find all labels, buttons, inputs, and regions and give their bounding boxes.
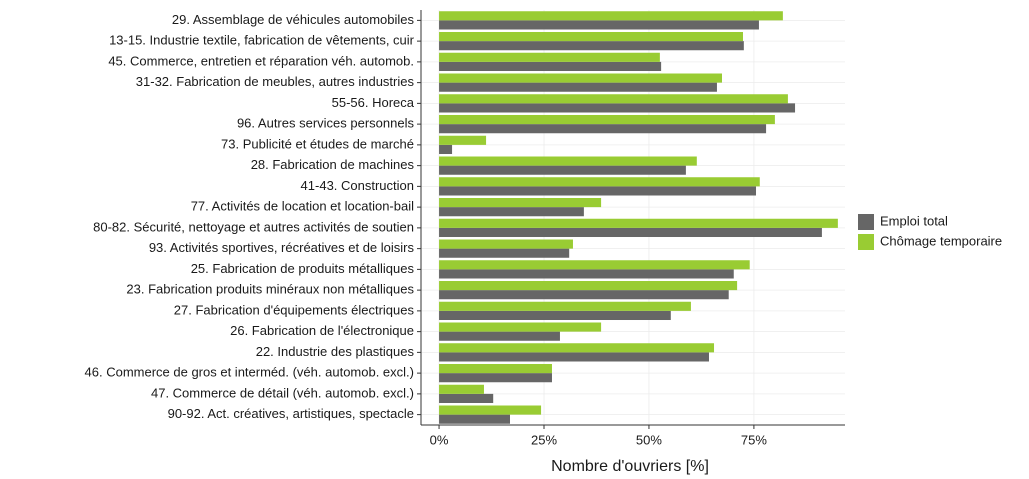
bar — [439, 11, 783, 21]
bar — [439, 310, 671, 321]
bar — [439, 94, 788, 104]
bar — [439, 73, 722, 83]
bar — [439, 363, 552, 374]
bar — [439, 260, 750, 270]
y-tick-label: 22. Industrie des plastiques — [256, 344, 415, 359]
bar — [439, 135, 487, 145]
bar — [439, 156, 697, 166]
x-tick-label: 25% — [531, 432, 557, 447]
y-tick-label: 47. Commerce de détail (véh. automob. ex… — [151, 385, 414, 400]
y-tick-label: 28. Fabrication de machines — [251, 157, 415, 172]
y-tick-label: 41-43. Construction — [301, 178, 414, 193]
bar — [439, 239, 573, 249]
y-tick-label: 31-32. Fabrication de meubles, autres in… — [136, 74, 415, 89]
y-tick-label: 29. Assemblage de véhicules automobiles — [172, 12, 415, 27]
bar — [439, 280, 738, 291]
y-tick-label: 96. Autres services personnels — [237, 116, 415, 131]
bar — [439, 61, 662, 72]
y-tick-label: 93. Activités sportives, récréatives et … — [149, 240, 415, 255]
y-tick-label: 80-82. Sécurité, nettoyage et autres act… — [93, 219, 414, 234]
bar — [439, 103, 796, 113]
bar — [439, 248, 570, 258]
y-tick-label: 45. Commerce, entretien et réparation vé… — [108, 53, 414, 68]
x-tick-label: 0% — [430, 432, 449, 447]
bar — [439, 227, 822, 238]
bar — [439, 52, 660, 62]
bar — [439, 290, 729, 300]
bar — [439, 177, 760, 187]
y-tick-label: 27. Fabrication d'équipements électrique… — [174, 302, 415, 317]
y-tick-label: 25. Fabrication de produits métalliques — [191, 261, 415, 276]
bar — [439, 41, 744, 51]
y-tick-label: 55-56. Horeca — [332, 95, 415, 110]
bar — [439, 218, 838, 228]
y-tick-label: 26. Fabrication de l'électronique — [230, 323, 414, 338]
y-tick-label: 73. Publicité et études de marché — [221, 136, 414, 151]
bar — [439, 373, 552, 383]
bar — [439, 186, 757, 196]
bar — [439, 301, 691, 311]
bar — [439, 343, 715, 353]
bar — [439, 393, 494, 404]
bar — [439, 124, 767, 134]
x-axis-title: Nombre d'ouvriers [%] — [551, 458, 709, 475]
bar — [439, 331, 560, 341]
bar — [439, 165, 686, 175]
bar — [439, 31, 743, 42]
bar — [439, 269, 734, 279]
bar — [439, 144, 453, 155]
bar — [439, 114, 775, 125]
y-tick-label: 77. Activités de location et location-ba… — [191, 199, 414, 214]
y-tick-label: 46. Commerce de gros et interméd. (véh. … — [85, 365, 414, 380]
bar — [439, 414, 510, 424]
bar — [439, 352, 709, 362]
bar — [439, 384, 484, 394]
y-tick-label: 13-15. Industrie textile, fabrication de… — [109, 33, 415, 48]
legend-label: Emploi total — [880, 213, 948, 228]
legend-swatch — [858, 234, 874, 250]
bar — [439, 82, 717, 92]
bar — [439, 405, 542, 415]
bar — [439, 197, 602, 208]
bar — [439, 207, 584, 217]
bar — [439, 20, 759, 30]
legend-label: Chômage temporaire — [880, 233, 1002, 248]
y-tick-label: 23. Fabrication produits minéraux non mé… — [126, 282, 414, 297]
x-tick-label: 75% — [741, 432, 767, 447]
legend-swatch — [858, 214, 874, 230]
x-tick-label: 50% — [636, 432, 662, 447]
bar — [439, 322, 602, 332]
y-tick-label: 90-92. Act. créatives, artistiques, spec… — [168, 406, 414, 421]
